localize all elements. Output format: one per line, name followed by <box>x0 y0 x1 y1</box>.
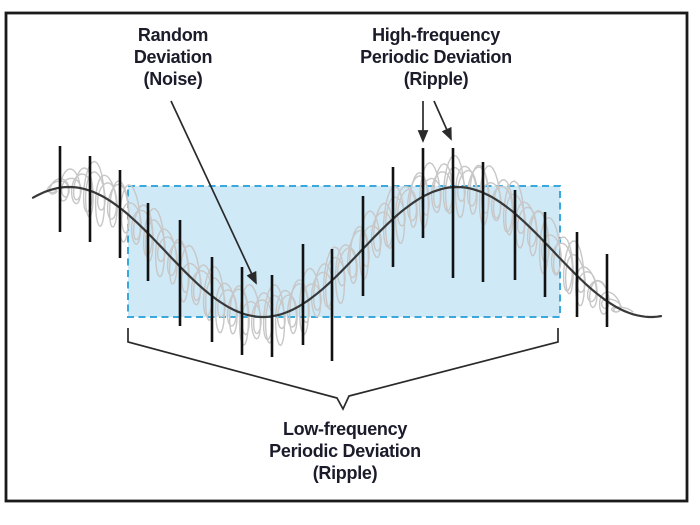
high-frequency-deviation-label: High-frequency Periodic Deviation (Rippl… <box>338 24 534 90</box>
high-frequency-label-line3: (Ripple) <box>403 69 469 89</box>
low-frequency-label-line3: (Ripple) <box>312 463 378 483</box>
low-frequency-deviation-label: Low-frequency Periodic Deviation (Ripple… <box>247 418 443 484</box>
diagram-frame <box>4 11 689 503</box>
random-deviation-arrow <box>170 100 257 285</box>
high-frequency-label-line2: Periodic Deviation <box>360 47 512 67</box>
random-deviation-label-line2: Deviation <box>133 47 213 67</box>
random-deviation-label: Random Deviation (Noise) <box>83 24 263 90</box>
low-frequency-label-line1: Low-frequency <box>282 419 408 439</box>
low-frequency-curve <box>31 185 663 319</box>
noise-bars <box>58 146 609 361</box>
random-deviation-label-line3: (Noise) <box>143 69 203 89</box>
low-frequency-label-line2: Periodic Deviation <box>269 441 421 461</box>
low-frequency-brace <box>127 328 559 411</box>
high-frequency-label-line1: High-frequency <box>372 25 500 45</box>
ripple-arrow-right <box>433 100 452 141</box>
random-deviation-label-line1: Random <box>137 25 209 45</box>
ripple-curve <box>45 154 622 347</box>
